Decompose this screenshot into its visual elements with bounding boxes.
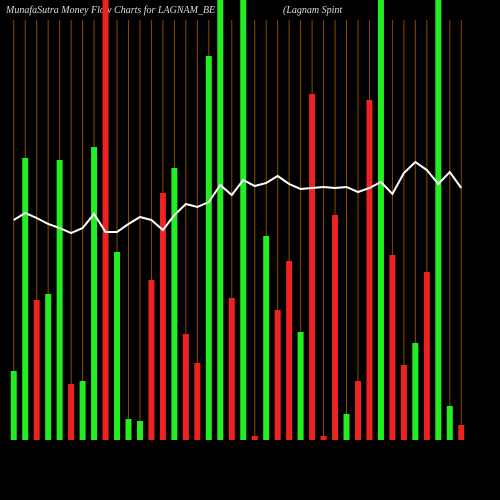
bar [274,310,281,440]
bar [68,384,75,440]
bar [205,56,212,440]
bar [389,255,396,440]
bar [182,334,189,440]
bar [343,414,350,440]
bar [171,168,178,440]
money-flow-line [13,160,463,235]
bar [286,261,293,440]
bar [263,236,270,440]
bar [159,193,166,440]
bar [228,298,235,440]
bar [354,381,361,440]
bar [423,272,430,440]
bar [136,421,143,440]
bar [79,381,86,440]
bar [45,294,52,440]
bar [412,343,419,440]
bar [435,0,442,440]
bar [22,158,29,440]
bar [194,363,201,440]
bar [33,300,40,440]
bar [320,436,327,440]
bar [377,0,384,440]
bar [297,332,304,440]
bar [400,365,407,440]
bar [366,100,373,440]
bar [56,160,63,440]
bar [240,0,247,440]
bar [148,280,155,440]
bar [125,419,132,440]
bar [91,147,98,440]
bar [251,436,258,440]
bar [332,215,339,440]
bar [217,0,224,440]
bar [114,252,121,440]
chart-title: MunafaSutra Money Flow Charts for LAGNAM… [5,5,215,16]
bar [309,94,316,440]
bar [446,406,453,440]
bar [102,0,109,440]
chart-subtitle: (Lagnam Spint [283,5,342,16]
bar [458,425,465,440]
bar [10,371,17,440]
